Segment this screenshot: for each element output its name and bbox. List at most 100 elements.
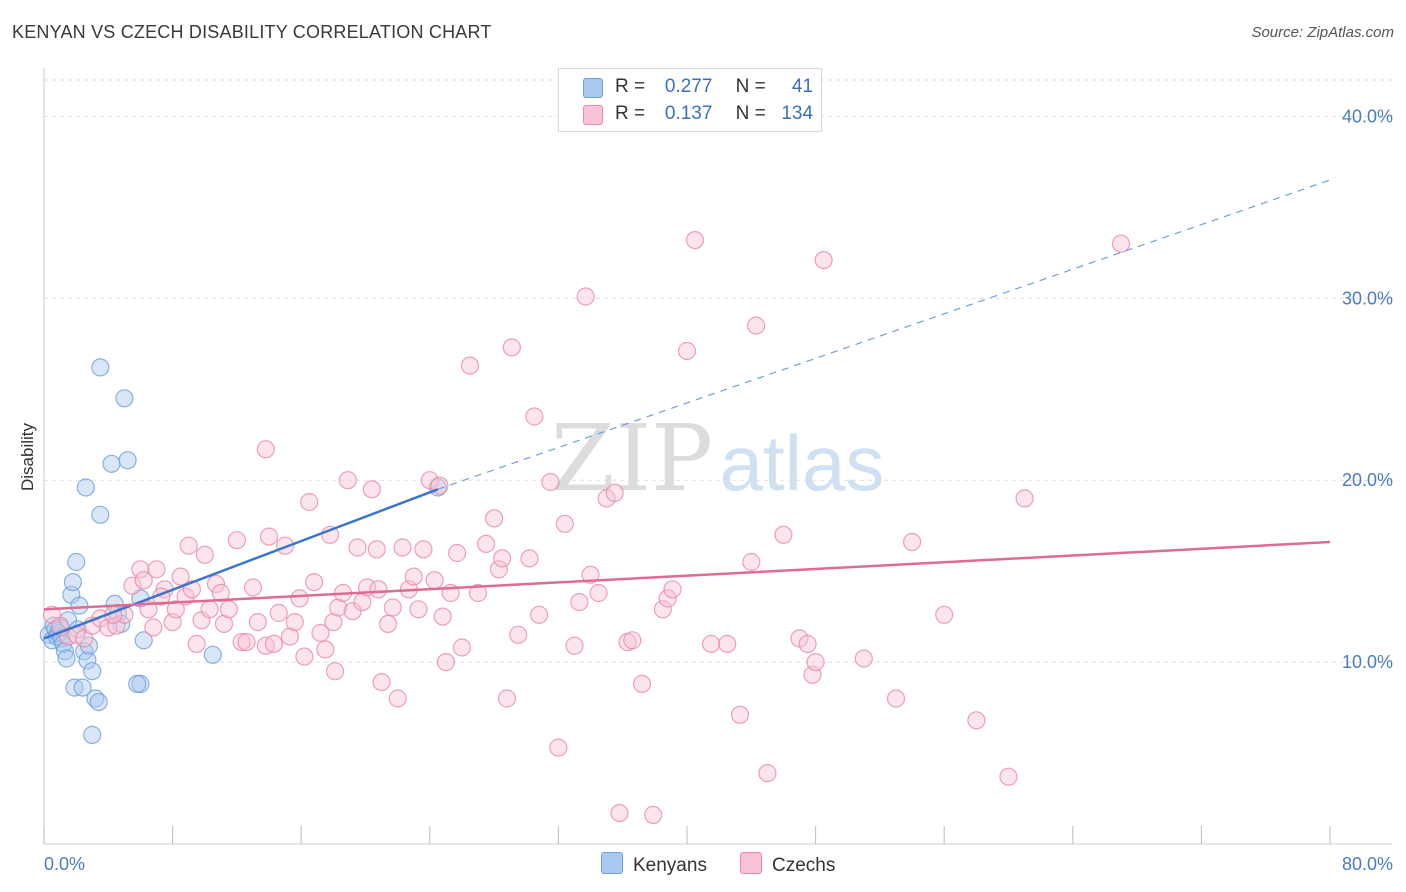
point-czechs <box>570 592 589 612</box>
point-czechs <box>581 565 600 584</box>
point-czechs <box>329 598 348 617</box>
point-czechs <box>774 525 793 544</box>
point-czechs <box>529 605 549 624</box>
point-czechs <box>420 471 439 490</box>
point-czechs <box>610 803 629 823</box>
point-czechs <box>388 689 407 708</box>
bottom-legend-label-czechs: Czechs <box>772 855 836 876</box>
point-czechs <box>935 605 954 624</box>
point-kenyans <box>73 678 92 697</box>
point-czechs <box>338 471 357 490</box>
point-czechs <box>404 567 423 586</box>
point-kenyans <box>70 596 89 615</box>
x-tick-label-min: 0.0% <box>44 854 85 874</box>
point-czechs <box>305 572 324 592</box>
point-czechs <box>280 627 299 646</box>
point-czechs <box>814 251 833 270</box>
bottom-legend-swatch-czechs <box>740 852 762 874</box>
point-czechs <box>701 634 721 654</box>
point-czechs <box>316 640 335 659</box>
x-tick-labels: 0.0% 80.0% <box>44 854 1393 874</box>
point-czechs <box>967 711 986 730</box>
point-czechs <box>509 625 528 644</box>
point-kenyans <box>128 674 147 694</box>
point-czechs <box>259 527 279 546</box>
point-czechs <box>663 580 682 599</box>
point-czechs <box>623 631 642 650</box>
legend-r-label: R = <box>615 103 646 124</box>
point-czechs <box>460 356 480 375</box>
legend-r-label: R = <box>615 76 646 97</box>
legend-swatch-czechs <box>583 105 603 125</box>
point-czechs <box>311 623 330 643</box>
point-czechs <box>285 612 304 632</box>
point-czechs <box>227 531 246 550</box>
point-czechs <box>489 560 508 579</box>
point-czechs <box>477 534 496 554</box>
point-czechs <box>425 571 444 590</box>
legend-r-value: 0.277 <box>664 76 713 97</box>
watermark: ZIP atlas <box>551 405 884 512</box>
point-czechs <box>1111 234 1131 253</box>
watermark-atlas: atlas <box>720 419 885 507</box>
point-czechs <box>485 509 504 528</box>
point-czechs <box>549 738 568 757</box>
point-czechs <box>644 805 663 825</box>
point-kenyans <box>91 358 110 377</box>
point-kenyans <box>118 451 137 470</box>
point-czechs <box>214 614 234 634</box>
point-czechs <box>237 632 256 652</box>
watermark-zip: ZIP <box>551 405 713 512</box>
legend-n-value: 41 <box>791 76 814 97</box>
point-czechs <box>452 638 471 657</box>
point-czechs <box>325 662 345 681</box>
point-czechs <box>1015 489 1034 508</box>
point-czechs <box>520 549 539 568</box>
point-czechs <box>264 634 283 654</box>
point-czechs <box>324 612 343 632</box>
point-czechs <box>502 338 521 357</box>
point-kenyans <box>115 389 134 408</box>
point-czechs <box>632 674 652 694</box>
point-czechs <box>742 552 761 572</box>
legend-n-label: N = <box>735 103 766 124</box>
point-czechs <box>269 603 288 623</box>
point-czechs <box>685 231 705 250</box>
point-kenyans <box>203 645 222 664</box>
correlation-legend: R = 0.277 N = 41 R = 0.137 N = 134 <box>558 68 822 132</box>
point-czechs <box>653 600 673 619</box>
y-axis-label: Disability <box>18 422 37 491</box>
legend-n-label: N = <box>735 76 766 97</box>
axes <box>43 68 1392 845</box>
point-czechs <box>211 583 230 603</box>
legend-r-value: 0.137 <box>664 103 713 124</box>
y-tick-labels: 10.0% 20.0% 30.0% 40.0% <box>1342 106 1393 672</box>
point-kenyans <box>102 454 121 473</box>
point-czechs <box>171 567 190 586</box>
point-czechs <box>378 614 398 634</box>
point-czechs <box>367 540 386 559</box>
point-czechs <box>746 316 766 335</box>
point-czechs <box>256 440 275 459</box>
trend-line-kenyans <box>43 488 439 640</box>
point-czechs <box>854 649 873 668</box>
point-kenyans <box>83 662 102 681</box>
trend-line-kenyans-extended <box>437 179 1331 490</box>
point-czechs <box>144 618 163 637</box>
trend-lines <box>43 179 1331 640</box>
legend-swatch-kenyans <box>583 78 603 98</box>
point-czechs <box>200 600 219 619</box>
point-czechs <box>433 607 452 626</box>
point-czechs <box>343 602 362 621</box>
point-czechs <box>166 600 185 619</box>
y-tick-label: 30.0% <box>1342 288 1393 308</box>
point-czechs <box>589 583 608 603</box>
point-czechs <box>576 287 595 306</box>
point-czechs <box>718 634 737 654</box>
point-czechs <box>147 560 166 579</box>
point-czechs <box>730 705 750 724</box>
point-czechs <box>677 341 697 361</box>
point-kenyans <box>76 478 95 497</box>
point-czechs <box>497 689 517 708</box>
